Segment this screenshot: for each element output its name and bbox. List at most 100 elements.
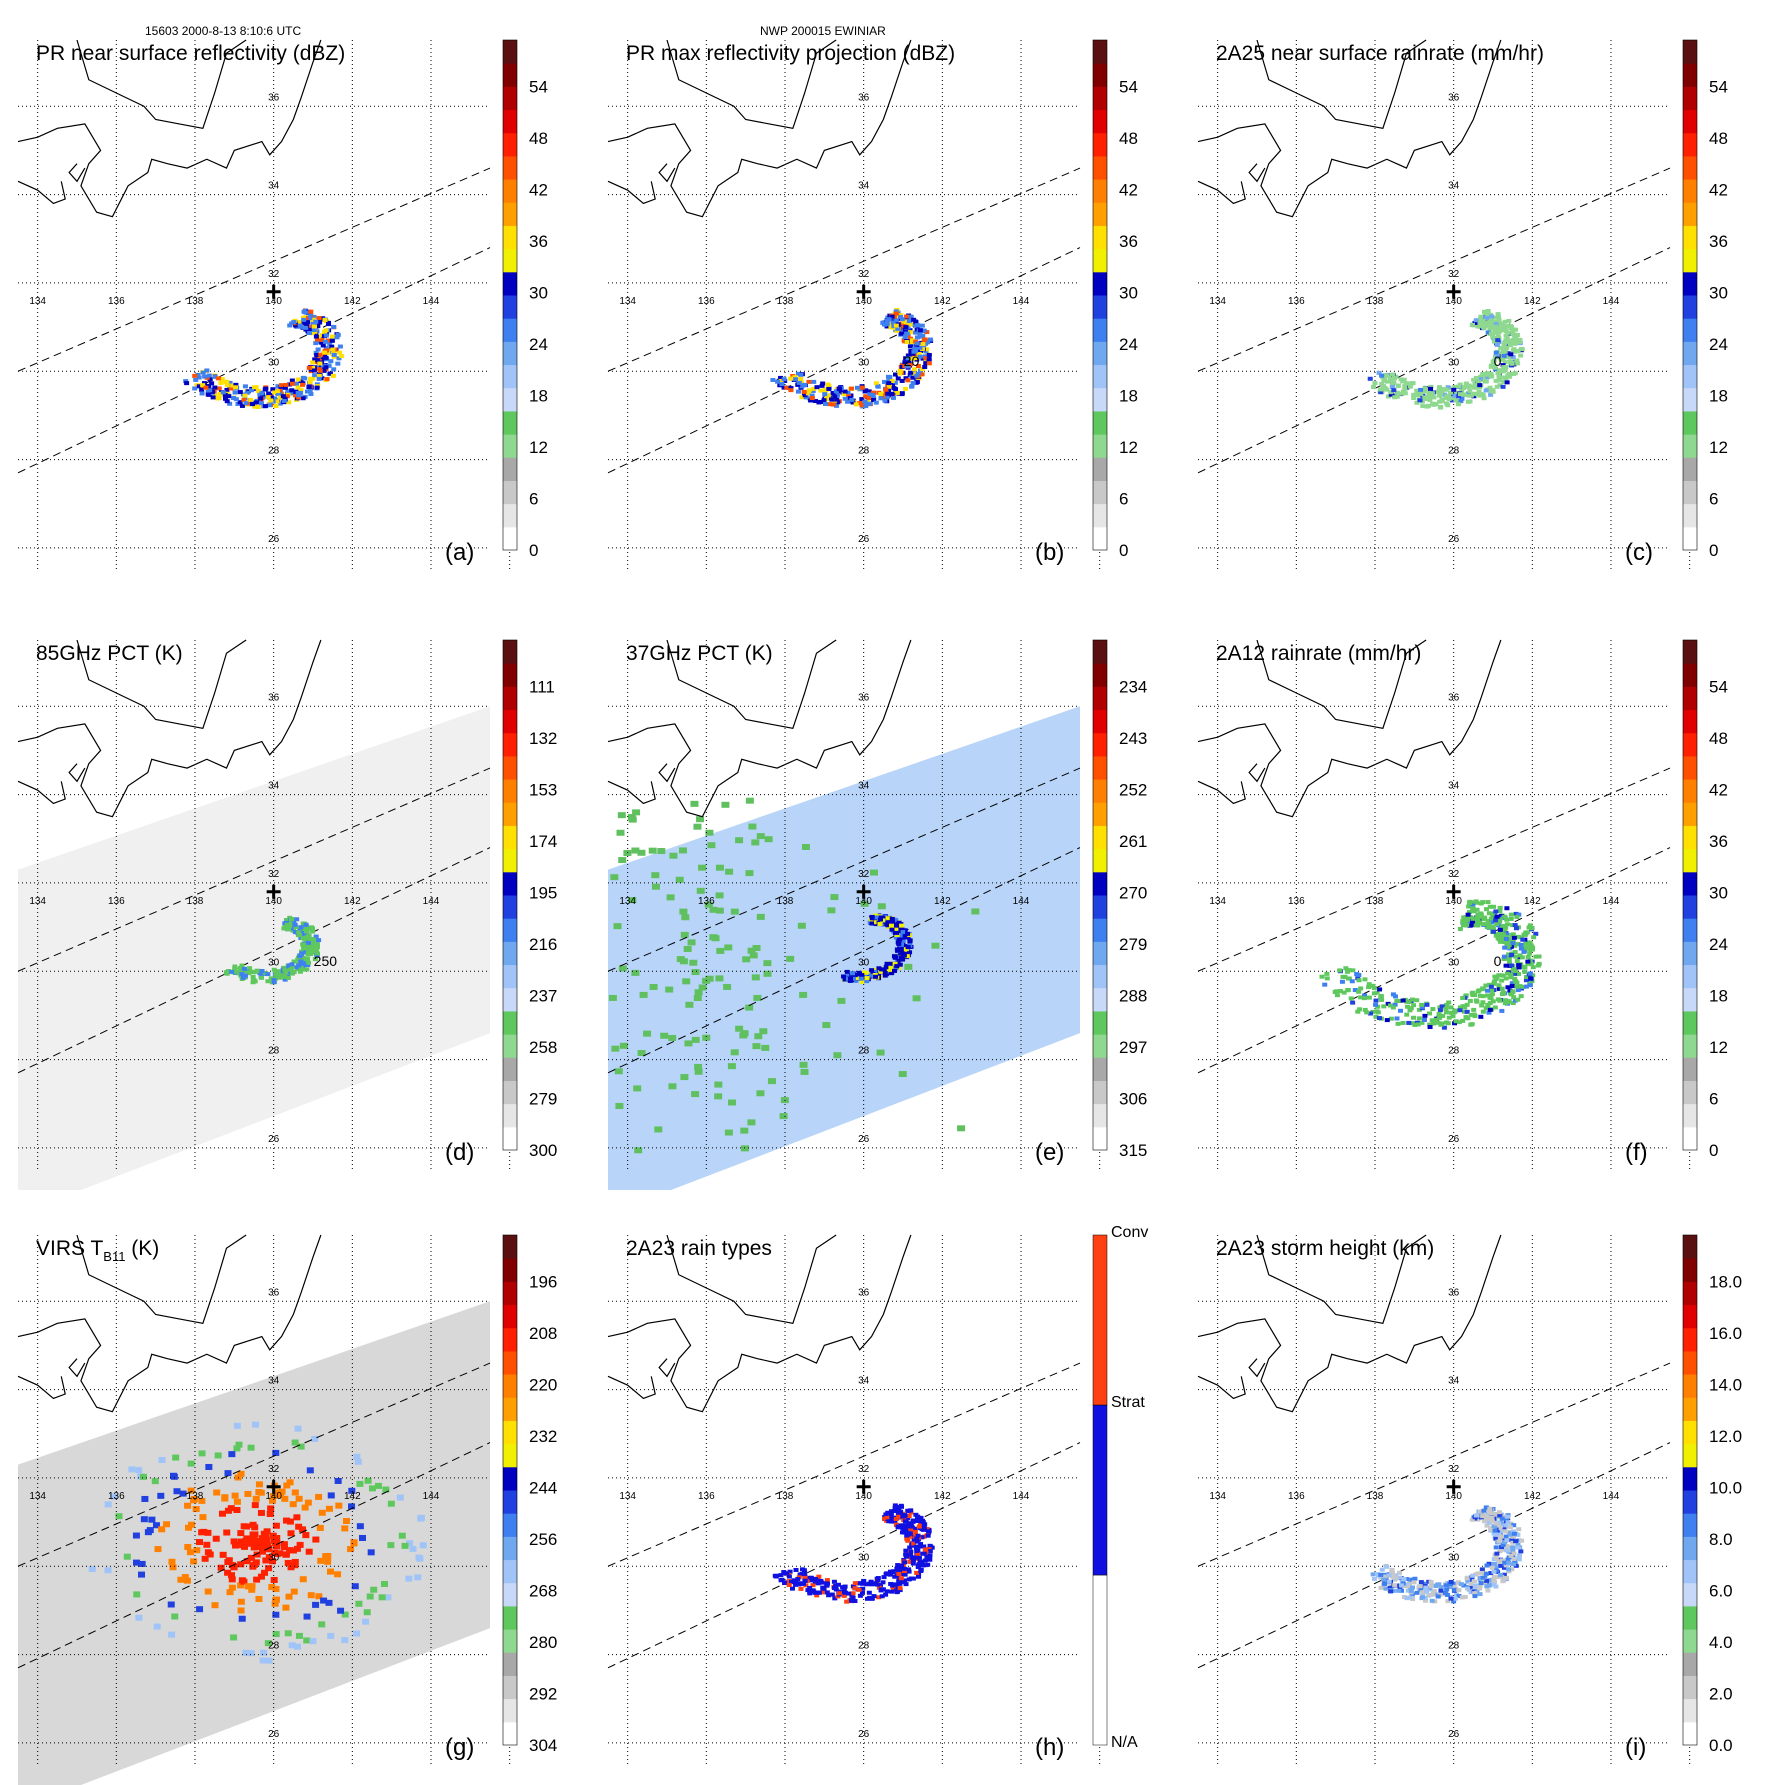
lon-tick-label: 138: [187, 296, 204, 307]
colorbar-segment: [503, 225, 517, 250]
data-pixel: [311, 940, 317, 945]
data-pixel: [882, 379, 888, 384]
data-pixel: [1372, 381, 1378, 386]
data-pixel: [1449, 398, 1455, 403]
data-pixel: [899, 364, 905, 369]
data-pixel: [788, 376, 794, 381]
data-pixel: [863, 394, 869, 399]
pct37-green-pixel: [971, 908, 980, 915]
lat-tick-label: 32: [268, 1464, 280, 1475]
data-pixel: [1511, 1551, 1517, 1556]
colorbar-tick-label: 48: [1709, 729, 1728, 748]
data-pixel: [299, 951, 305, 956]
data-pixel: [1514, 959, 1520, 964]
data-pixel: [1426, 1593, 1432, 1598]
data-pixel: [883, 1512, 889, 1517]
lon-tick-label: 144: [423, 296, 440, 307]
virs-pixel: [301, 1504, 309, 1511]
data-pixel: [911, 349, 917, 354]
data-pixel: [1485, 900, 1491, 905]
data-pixel: [878, 969, 884, 974]
lon-tick-label: 134: [29, 296, 46, 307]
data-pixel: [304, 926, 310, 931]
data-pixel: [1498, 369, 1504, 374]
pct37-green-pixel: [696, 887, 705, 894]
data-pixel: [1421, 389, 1427, 394]
virs-pixel: [233, 1422, 241, 1429]
data-pixel: [303, 325, 309, 330]
data-pixel: [1485, 918, 1491, 923]
virs-pixel: [378, 1594, 386, 1601]
colorbar-tick-label: 0.0: [1709, 1736, 1733, 1755]
data-pixel: [1495, 997, 1501, 1002]
data-pixel: [1515, 1542, 1521, 1547]
panel-title: VIRS TB11 (K): [36, 1237, 159, 1264]
panel-e: 134 136 138 140 142 144 36 34 32 30 28 26 37GHz PCT …: [590, 630, 1190, 1190]
data-pixel: [1494, 914, 1500, 919]
colorbar-segment: [503, 155, 517, 180]
virs-pixel: [272, 1596, 280, 1603]
data-pixel: [891, 1509, 897, 1514]
virs-pixel: [348, 1503, 356, 1510]
data-pixel: [290, 391, 296, 396]
coastline: [68, 163, 86, 183]
colorbar-segment: [503, 179, 517, 203]
data-pixel: [898, 1576, 904, 1581]
lon-tick-label: 136: [1288, 1491, 1305, 1502]
data-pixel: [209, 381, 215, 386]
data-pixel: [793, 1580, 799, 1585]
data-pixel: [1480, 900, 1486, 905]
pct37-green-pixel: [666, 894, 675, 901]
data-pixel: [837, 387, 843, 392]
lon-tick-label: 138: [187, 1491, 204, 1502]
data-pixel: [1396, 1588, 1402, 1593]
data-pixel: [1378, 1585, 1384, 1590]
data-pixel: [255, 388, 261, 393]
data-pixel: [1493, 1536, 1499, 1541]
pct37-green-pixel: [613, 923, 622, 930]
data-pixel: [1448, 1579, 1454, 1584]
virs-pixel: [299, 1576, 307, 1583]
data-pixel: [1498, 930, 1504, 935]
data-pixel: [892, 380, 898, 385]
data-pixel: [275, 384, 281, 389]
colorbar-segment: [1093, 663, 1107, 687]
data-pixel: [1480, 393, 1486, 398]
data-pixel: [914, 323, 920, 328]
data-pixel: [913, 330, 919, 335]
data-pixel: [1501, 380, 1507, 385]
data-pixel: [326, 363, 332, 368]
lon-tick-label: 136: [698, 296, 715, 307]
colorbar-segment: [1093, 709, 1107, 734]
data-pixel: [912, 356, 918, 361]
virs-pixel: [312, 1536, 320, 1543]
data-pixel: [884, 1515, 890, 1520]
data-pixel: [287, 920, 293, 925]
data-pixel: [265, 395, 271, 400]
data-pixel: [1408, 1021, 1414, 1026]
colorbar-segment: [503, 1126, 517, 1151]
data-pixel: [1506, 936, 1512, 941]
data-pixel: [1486, 1583, 1492, 1588]
data-pixel: [1456, 384, 1462, 389]
data-pixel: [1522, 945, 1528, 950]
data-pixel: [1455, 1581, 1461, 1586]
data-pixel: [1404, 1012, 1410, 1017]
virs-pixel: [192, 1506, 200, 1513]
data-pixel: [289, 962, 295, 967]
lon-tick-label: 136: [108, 296, 125, 307]
pct37-green-pixel: [694, 1068, 703, 1075]
data-pixel: [915, 1564, 921, 1569]
lat-tick-label: 26: [858, 534, 870, 545]
pct37-green-pixel: [617, 812, 626, 819]
virs-pixel: [205, 1463, 213, 1470]
data-pixel: [1388, 377, 1394, 382]
virs-pixel: [415, 1554, 423, 1561]
data-pixel: [1356, 978, 1362, 983]
data-pixel: [321, 368, 327, 373]
pct37-green-pixel: [704, 901, 713, 908]
data-pixel: [856, 1587, 862, 1592]
coastline: [76, 1234, 247, 1325]
data-pixel: [1412, 1576, 1418, 1581]
data-pixel: [1418, 1580, 1424, 1585]
